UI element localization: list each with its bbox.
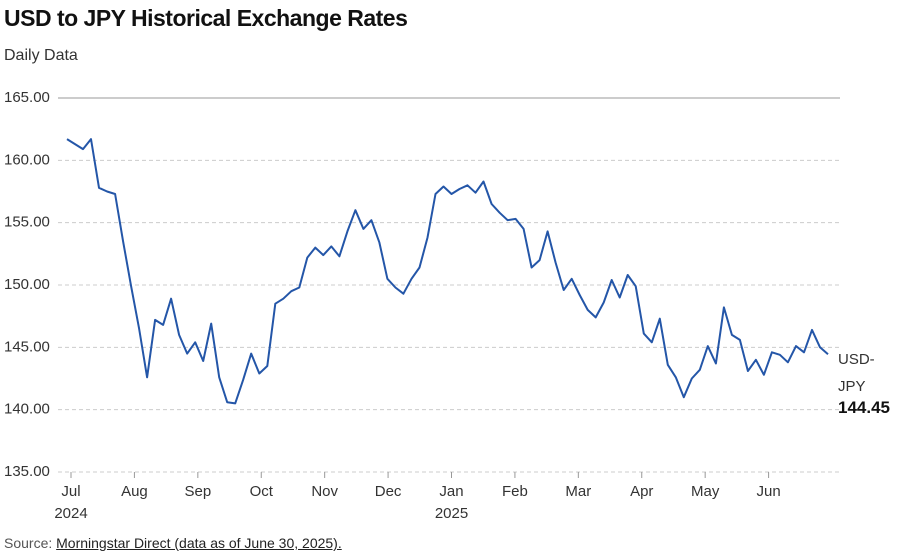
x-tick-label: Aug xyxy=(121,483,148,500)
x-tick-label: Jun xyxy=(756,483,780,500)
y-tick-label: 145.00 xyxy=(4,338,50,355)
x-tick-label: Mar xyxy=(565,483,591,500)
y-tick-label: 135.00 xyxy=(4,463,50,480)
y-tick-label: 140.00 xyxy=(4,401,50,418)
source: Source: Morningstar Direct (data as of J… xyxy=(4,535,342,551)
y-tick-label: 150.00 xyxy=(4,276,50,293)
x-tick-label: Apr xyxy=(630,483,653,500)
x-tick-label: May xyxy=(691,483,720,500)
y-tick-label: 165.00 xyxy=(4,89,50,106)
series-label: USD-JPY xyxy=(838,351,875,395)
x-tick-label: Jul xyxy=(61,483,80,500)
x-tick-label: Nov xyxy=(311,483,338,500)
chart-title: USD to JPY Historical Exchange Rates xyxy=(4,5,407,31)
x-tick-year: 2024 xyxy=(54,505,87,522)
y-tick-label: 160.00 xyxy=(4,151,50,168)
x-tick-label: Oct xyxy=(250,483,274,500)
line xyxy=(66,138,829,405)
x-tick-label: Sep xyxy=(184,483,211,500)
last-value-label: 144.45 xyxy=(838,398,890,417)
x-tick-label: Jan xyxy=(439,483,463,500)
chart-subtitle: Daily Data xyxy=(4,47,78,64)
y-tick-label: 155.00 xyxy=(4,214,50,231)
x-tick-label: Dec xyxy=(375,483,402,500)
source-link[interactable]: Morningstar Direct (data as of June 30, … xyxy=(56,535,342,551)
x-tick-label: Feb xyxy=(502,483,528,500)
x-tick-year: 2025 xyxy=(435,505,468,522)
source-prefix: Source: xyxy=(4,535,53,551)
